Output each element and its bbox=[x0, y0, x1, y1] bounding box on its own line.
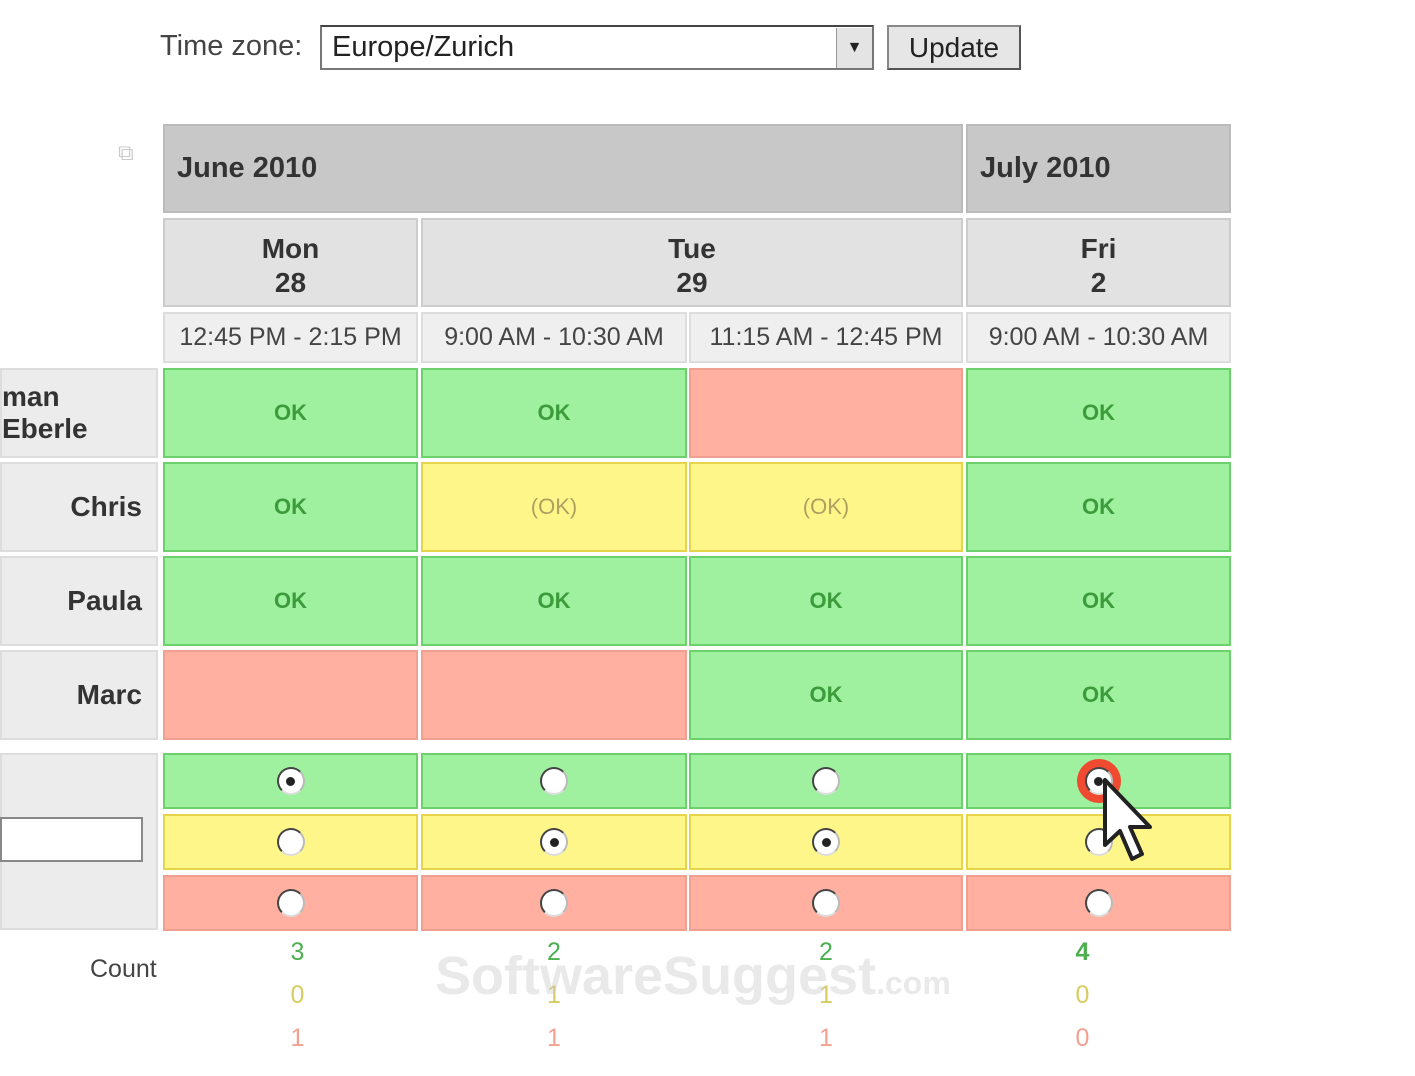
mouse-cursor-icon bbox=[1103, 778, 1152, 861]
answer-cell-ok: OK bbox=[966, 462, 1231, 552]
day-number: 29 bbox=[676, 267, 708, 298]
participant-name: Paula bbox=[0, 556, 158, 646]
month-header-july: July 2010 bbox=[966, 124, 1231, 213]
radio-no[interactable] bbox=[540, 889, 568, 917]
answer-cell-ok: OK bbox=[421, 556, 687, 646]
count-yes: 2 bbox=[819, 938, 833, 966]
count-maybe: 0 bbox=[1075, 981, 1090, 1009]
count-no: 0 bbox=[1075, 1024, 1090, 1052]
count-maybe: 1 bbox=[819, 981, 833, 1009]
day-header-fri: Fri 2 bbox=[966, 218, 1231, 307]
count-no: 1 bbox=[290, 1024, 305, 1052]
count-maybe: 1 bbox=[547, 981, 561, 1009]
answer-cell-ok: OK bbox=[689, 556, 963, 646]
radio-no[interactable] bbox=[812, 889, 840, 917]
radio-cell-ok[interactable] bbox=[163, 753, 418, 809]
external-link-icon[interactable]: ⧉ bbox=[118, 140, 134, 165]
radio-cell-maybe[interactable] bbox=[421, 814, 687, 870]
radio-cell-maybe[interactable] bbox=[163, 814, 418, 870]
radio-maybe[interactable] bbox=[276, 828, 305, 856]
radio-ok[interactable] bbox=[812, 767, 840, 795]
radio-cell-no[interactable] bbox=[163, 875, 418, 931]
weekday: Mon bbox=[261, 233, 320, 264]
answer-cell-ok: OK bbox=[966, 650, 1231, 740]
participant-name: man Eberle bbox=[0, 368, 158, 458]
watermark-text: SoftwareSuggest bbox=[435, 946, 877, 1006]
watermark-suffix: .com bbox=[876, 965, 951, 1001]
time-slot-header: 12:45 PM - 2:15 PM bbox=[163, 312, 418, 363]
radio-no[interactable] bbox=[1084, 889, 1113, 917]
answer-cell-no bbox=[421, 650, 687, 740]
answer-cell-ok: OK bbox=[966, 368, 1231, 458]
answer-cell-ok: OK bbox=[421, 368, 687, 458]
radio-cell-no[interactable] bbox=[421, 875, 687, 931]
radio-cell-maybe[interactable] bbox=[966, 814, 1231, 870]
answer-cell-ok: OK bbox=[966, 556, 1231, 646]
day-header-tue: Tue 29 bbox=[421, 218, 963, 307]
count-no: 1 bbox=[819, 1024, 833, 1052]
day-number: 28 bbox=[274, 267, 307, 298]
radio-cell-maybe[interactable] bbox=[689, 814, 963, 870]
weekday: Fri bbox=[1080, 233, 1117, 264]
month-header-june: June 2010 bbox=[163, 124, 963, 213]
radio-cell-ok[interactable] bbox=[966, 753, 1231, 809]
radio-cell-no[interactable] bbox=[689, 875, 963, 931]
radio-cell-ok[interactable] bbox=[689, 753, 963, 809]
count-yes: 4 bbox=[1075, 938, 1090, 966]
answer-cell-ok: OK bbox=[689, 650, 963, 740]
count-yes: 3 bbox=[290, 938, 305, 966]
answer-cell-no bbox=[689, 368, 963, 458]
answer-cell-ok: OK bbox=[163, 462, 418, 552]
radio-ok[interactable] bbox=[276, 767, 305, 795]
radio-maybe[interactable] bbox=[540, 828, 568, 856]
answer-cell-maybe: (OK) bbox=[689, 462, 963, 552]
answer-cell-ok: OK bbox=[163, 556, 418, 646]
count-label: Count bbox=[90, 955, 157, 983]
count-yes: 2 bbox=[547, 938, 561, 966]
time-slot-header: 9:00 AM - 10:30 AM bbox=[966, 312, 1231, 363]
time-slot-header: 9:00 AM - 10:30 AM bbox=[421, 312, 687, 363]
day-header-mon: Mon 28 bbox=[163, 218, 418, 307]
participant-name: Chris bbox=[0, 462, 158, 552]
chevron-down-icon[interactable]: ▼ bbox=[836, 28, 872, 68]
name-input[interactable] bbox=[0, 817, 143, 862]
count-no: 1 bbox=[547, 1024, 561, 1052]
answer-cell-maybe: (OK) bbox=[421, 462, 687, 552]
radio-cell-ok[interactable] bbox=[421, 753, 687, 809]
weekday: Tue bbox=[668, 233, 716, 264]
radio-ok[interactable] bbox=[540, 767, 568, 795]
radio-cell-no[interactable] bbox=[966, 875, 1231, 931]
radio-maybe[interactable] bbox=[812, 828, 840, 856]
radio-no[interactable] bbox=[276, 889, 305, 917]
participant-name: Marc bbox=[0, 650, 158, 740]
watermark: SoftwareSuggest.com bbox=[435, 945, 951, 1007]
day-number: 2 bbox=[1090, 267, 1107, 298]
count-maybe: 0 bbox=[290, 981, 305, 1009]
answer-cell-ok: OK bbox=[163, 368, 418, 458]
answer-cell-no bbox=[163, 650, 418, 740]
timezone-label: Time zone: bbox=[160, 30, 303, 62]
update-button[interactable]: Update bbox=[887, 25, 1021, 70]
time-slot-header: 11:15 AM - 12:45 PM bbox=[689, 312, 963, 363]
timezone-select[interactable]: Europe/Zurich bbox=[320, 25, 874, 70]
